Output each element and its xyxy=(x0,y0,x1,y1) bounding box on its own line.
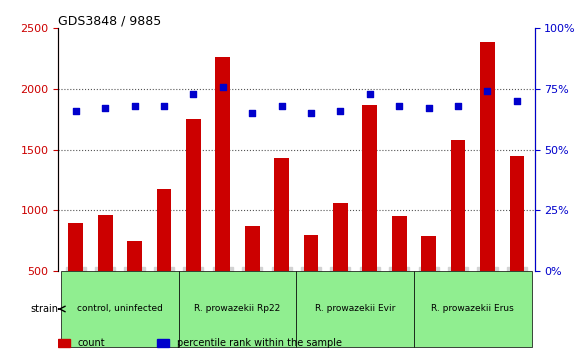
Bar xyxy=(157,339,169,347)
Text: strain: strain xyxy=(31,304,59,314)
Bar xyxy=(304,235,318,332)
Point xyxy=(218,84,227,90)
FancyBboxPatch shape xyxy=(61,271,179,347)
Bar xyxy=(157,189,171,332)
Bar xyxy=(274,158,289,332)
Point xyxy=(277,103,286,109)
Bar xyxy=(69,223,83,332)
Bar xyxy=(216,57,230,332)
Point xyxy=(248,110,257,116)
Bar xyxy=(451,140,465,332)
Bar xyxy=(421,236,436,332)
Point xyxy=(483,88,492,94)
Text: GDS3848 / 9885: GDS3848 / 9885 xyxy=(58,14,162,27)
Bar xyxy=(392,216,407,332)
Point xyxy=(71,108,80,114)
Text: R. prowazekii Erus: R. prowazekii Erus xyxy=(431,304,514,314)
Point xyxy=(394,103,404,109)
Bar xyxy=(127,241,142,332)
Point xyxy=(365,91,375,97)
Point xyxy=(512,98,522,104)
FancyBboxPatch shape xyxy=(296,271,414,347)
Text: R. prowazekii Evir: R. prowazekii Evir xyxy=(315,304,395,314)
Bar xyxy=(98,215,113,332)
Bar xyxy=(480,42,495,332)
Point xyxy=(189,91,198,97)
Text: count: count xyxy=(78,338,106,348)
Bar xyxy=(245,226,260,332)
FancyBboxPatch shape xyxy=(414,271,532,347)
Text: R. prowazekii Rp22: R. prowazekii Rp22 xyxy=(195,304,281,314)
Bar xyxy=(510,156,524,332)
Text: percentile rank within the sample: percentile rank within the sample xyxy=(177,338,342,348)
FancyBboxPatch shape xyxy=(179,271,296,347)
Bar xyxy=(363,105,377,332)
Bar xyxy=(333,203,348,332)
Point xyxy=(306,110,315,116)
Point xyxy=(424,105,433,111)
Point xyxy=(336,108,345,114)
Bar xyxy=(58,339,70,347)
Text: control, uninfected: control, uninfected xyxy=(77,304,163,314)
Bar xyxy=(186,119,200,332)
Point xyxy=(101,105,110,111)
Point xyxy=(159,103,168,109)
Point xyxy=(130,103,139,109)
Point xyxy=(453,103,462,109)
